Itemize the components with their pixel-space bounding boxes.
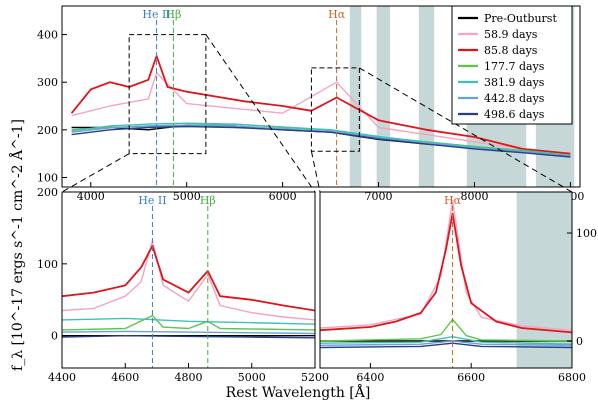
y-tick-label: 400	[37, 29, 58, 42]
x-tick-label: 6600	[457, 371, 485, 384]
zoom-connector-line	[61, 153, 130, 193]
series-58-9-days	[62, 240, 315, 321]
panel-frame	[319, 191, 573, 369]
telluric-band	[376, 6, 391, 187]
legend-label-pre-outburst: Pre-Outburst	[484, 12, 557, 25]
panel-frame	[61, 5, 581, 188]
zoom-connector-line	[205, 34, 316, 193]
series-381-9-days	[71, 122, 571, 157]
y-tick-label: 300	[37, 76, 58, 89]
series-58-9-days	[71, 71, 571, 155]
y-tick-label: 100	[37, 171, 58, 184]
plot-area	[320, 192, 572, 368]
series-58-9-days	[320, 199, 572, 331]
series-498-6-days	[62, 335, 315, 339]
series-442-8-days	[71, 124, 571, 157]
y-tick-label: 0	[51, 330, 58, 343]
line-label-h: Hβ	[200, 194, 216, 207]
series-442-8-days	[320, 340, 572, 346]
line-label-h: Hβ	[165, 8, 181, 21]
line-label-h: Hα	[328, 8, 346, 21]
x-tick-label: 6000	[269, 190, 297, 203]
x-tick-label: 5000	[173, 190, 201, 203]
zoom-box	[128, 34, 207, 155]
series-85-8-days	[62, 244, 315, 312]
series-85-8-days	[70, 55, 571, 155]
legend-label-177-7-days: 177.7 days	[484, 60, 545, 73]
x-tick-label: 6800	[558, 371, 586, 384]
y-tick-label: 100	[37, 258, 58, 271]
series-442-8-days	[62, 330, 315, 335]
x-tick-label: 7000	[365, 190, 393, 203]
legend-label-58-9-days: 58.9 days	[484, 28, 538, 41]
y-tick-label: 200	[37, 124, 58, 137]
telluric-band	[349, 6, 362, 187]
x-tick-label: 5000	[238, 371, 266, 384]
legend-label-85-8-days: 85.8 days	[484, 44, 538, 57]
legend-label-498-6-days: 498.6 days	[484, 108, 545, 121]
series-177-7-days	[62, 314, 315, 331]
zoom-connector-line	[310, 151, 321, 193]
panel-bottom-left: He II Hβ 4400 4600 4800 5000 5200 0 100 200	[37, 186, 329, 384]
x-tick-label: 8000	[460, 190, 488, 203]
zoom-box	[310, 67, 360, 152]
x-tick-label: 4800	[175, 371, 203, 384]
x-tick-label: 4000	[77, 190, 105, 203]
line-label-h: Hα	[444, 194, 462, 207]
y-tick-label: 100	[576, 227, 597, 240]
zoom-connectors	[61, 34, 573, 193]
telluric-band	[516, 192, 572, 368]
x-axis-label: Rest Wavelength [Å]	[226, 383, 371, 401]
x-tick-label: 6400	[356, 371, 384, 384]
panel-frame	[61, 191, 316, 369]
series-85-8-days	[320, 212, 572, 334]
panel-bottom-right: Hα 6400 6600 6800 0 100	[319, 191, 597, 384]
series-381-9-days	[62, 317, 315, 325]
plot-area	[62, 206, 315, 368]
series-498-6-days	[71, 125, 571, 158]
zoom-connector-line	[359, 67, 573, 193]
telluric-band	[418, 6, 435, 187]
x-tick-label: 4400	[48, 371, 76, 384]
y-axis-label: f_λ [10^-17 ergs s^-1 cm^-2 Å^-1]	[8, 119, 26, 371]
y-tick-label: 0	[576, 335, 583, 348]
line-label-he-ii: He II	[138, 194, 166, 207]
x-tick-label: 4600	[111, 371, 139, 384]
y-tick-label: 200	[37, 186, 58, 199]
legend-label-381-9-days: 381.9 days	[484, 76, 545, 89]
legend: Pre-Outburst 58.9 days 85.8 days 177.7 days…	[451, 5, 573, 125]
line-label-he-ii: He II	[142, 8, 170, 21]
legend-label-442-8-days: 442.8 days	[484, 92, 545, 105]
x-tick-label: 5200	[301, 371, 329, 384]
